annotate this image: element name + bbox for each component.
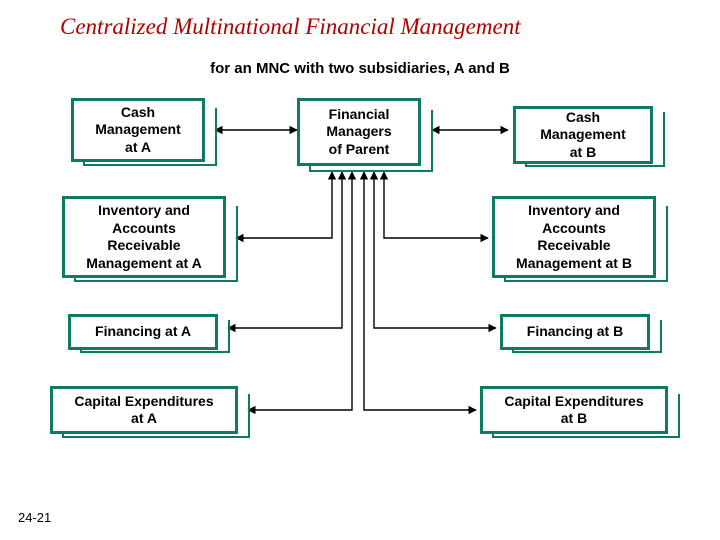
- edge-center-b_inv: [384, 172, 488, 238]
- page-number: 24-21: [18, 510, 51, 525]
- box-b_cap: Capital Expendituresat B: [480, 386, 668, 434]
- edge-center-b_fin: [374, 172, 496, 328]
- box-b_cash: CashManagementat B: [513, 106, 653, 164]
- box-a_cap: Capital Expendituresat A: [50, 386, 238, 434]
- edge-center-a_inv: [236, 172, 332, 238]
- box-b_fin: Financing at B: [500, 314, 650, 350]
- slide-subtitle: for an MNC with two subsidiaries, A and …: [0, 60, 720, 77]
- box-center: FinancialManagersof Parent: [297, 98, 421, 166]
- box-a_cash: CashManagementat A: [71, 98, 205, 162]
- edge-center-a_cap: [248, 172, 352, 410]
- box-a_inv: Inventory andAccountsReceivableManagemen…: [62, 196, 226, 278]
- box-b_inv: Inventory andAccountsReceivableManagemen…: [492, 196, 656, 278]
- box-a_fin: Financing at A: [68, 314, 218, 350]
- edge-center-a_fin: [228, 172, 342, 328]
- edge-center-b_cap: [364, 172, 476, 410]
- slide-title: Centralized Multinational Financial Mana…: [60, 14, 521, 40]
